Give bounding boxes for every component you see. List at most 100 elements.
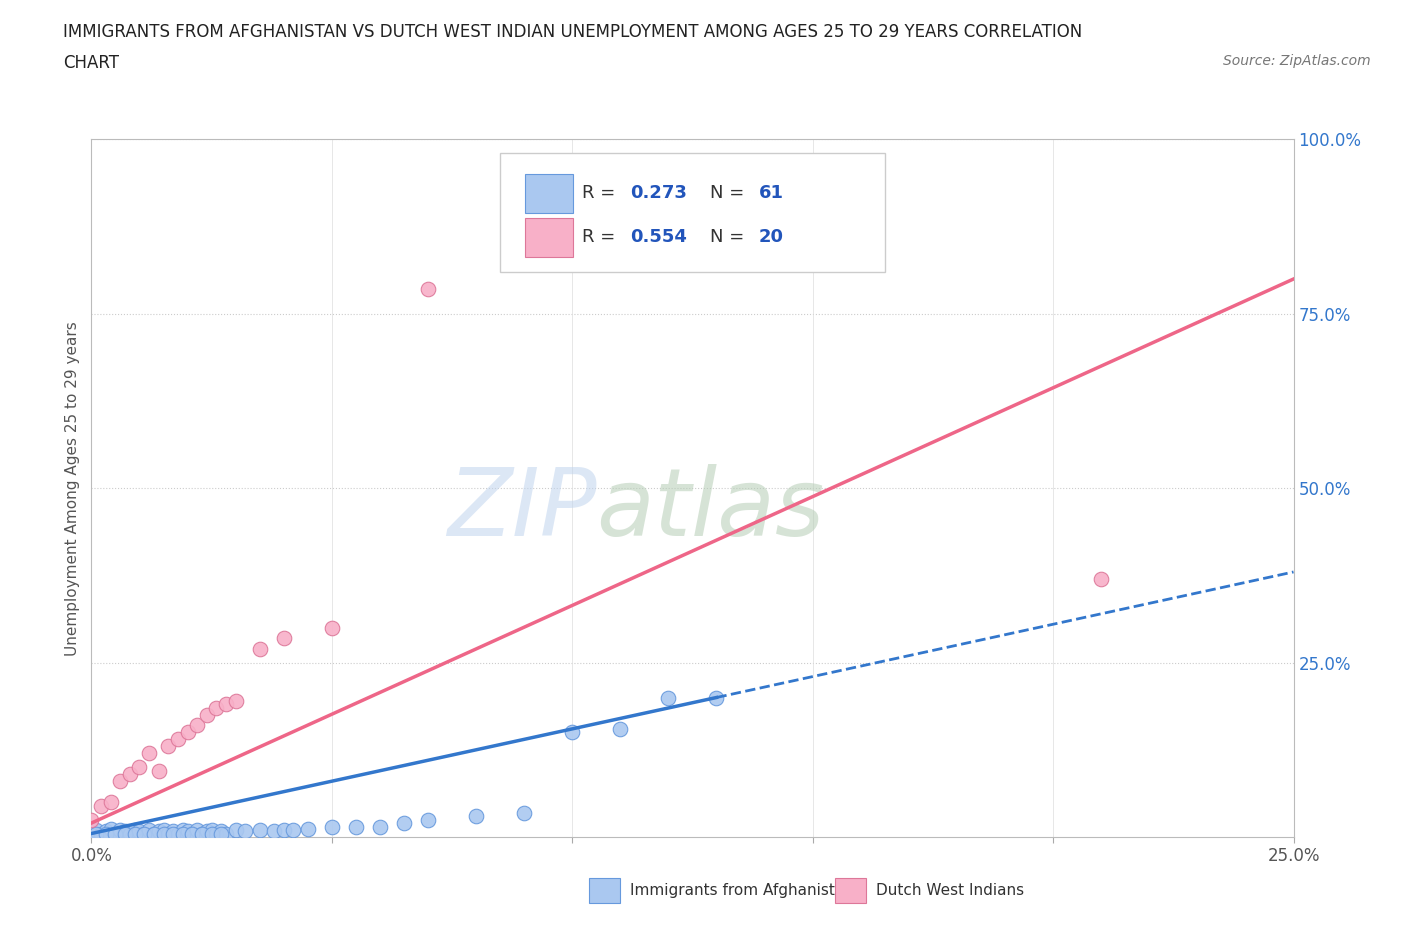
Point	[201, 823, 224, 837]
Point	[344, 819, 367, 834]
Point	[94, 826, 117, 841]
Text: 0.273: 0.273	[630, 184, 686, 202]
Point	[118, 826, 141, 841]
Point	[157, 738, 180, 753]
Point	[263, 824, 285, 839]
Point	[100, 794, 122, 809]
FancyBboxPatch shape	[526, 218, 574, 258]
Point	[152, 826, 174, 841]
Text: atlas: atlas	[596, 464, 824, 554]
Text: Source: ZipAtlas.com: Source: ZipAtlas.com	[1223, 54, 1371, 68]
Point	[172, 826, 194, 841]
Point	[225, 823, 247, 837]
Point	[191, 826, 214, 841]
Point	[110, 823, 132, 837]
Text: R =: R =	[582, 228, 621, 246]
Point	[191, 826, 214, 841]
Point	[181, 826, 204, 841]
Point	[215, 826, 238, 841]
Point	[209, 824, 232, 839]
Point	[162, 826, 184, 841]
Point	[84, 823, 107, 837]
Point	[201, 826, 224, 841]
Point	[100, 821, 122, 836]
Point	[609, 722, 631, 737]
Point	[561, 725, 583, 740]
Point	[416, 282, 439, 297]
Point	[110, 774, 132, 789]
Text: R =: R =	[582, 184, 621, 202]
Point	[124, 823, 146, 837]
Point	[104, 826, 127, 841]
Point	[321, 819, 343, 834]
Point	[321, 620, 343, 635]
Point	[657, 690, 679, 705]
Point	[392, 816, 415, 830]
Point	[162, 824, 184, 839]
Point	[513, 805, 536, 820]
Point	[249, 823, 271, 837]
Point	[118, 766, 141, 781]
Point	[84, 826, 107, 841]
Point	[152, 823, 174, 837]
Point	[94, 824, 117, 839]
Text: 0.554: 0.554	[630, 228, 686, 246]
Y-axis label: Unemployment Among Ages 25 to 29 years: Unemployment Among Ages 25 to 29 years	[65, 321, 80, 656]
Point	[297, 821, 319, 836]
Point	[114, 826, 136, 841]
Point	[104, 826, 127, 841]
Point	[134, 826, 156, 841]
Text: N =: N =	[710, 184, 751, 202]
Text: N =: N =	[710, 228, 751, 246]
Point	[706, 690, 728, 705]
Point	[205, 826, 228, 841]
Point	[283, 823, 305, 837]
Point	[128, 824, 150, 839]
Point	[90, 798, 112, 813]
Point	[90, 826, 112, 841]
Point	[209, 826, 232, 841]
Point	[167, 826, 190, 841]
Point	[148, 764, 170, 778]
Point	[205, 700, 228, 715]
Point	[176, 824, 198, 839]
Point	[273, 631, 295, 645]
Text: ZIP: ZIP	[447, 464, 596, 554]
Point	[215, 698, 238, 712]
Text: Immigrants from Afghanistan: Immigrants from Afghanistan	[630, 883, 853, 898]
Point	[368, 819, 391, 834]
Point	[148, 824, 170, 839]
FancyBboxPatch shape	[526, 174, 574, 214]
Point	[172, 823, 194, 837]
Text: 61: 61	[759, 184, 783, 202]
Point	[157, 826, 180, 841]
Point	[138, 823, 160, 837]
Point	[167, 732, 190, 747]
Point	[142, 826, 165, 841]
Text: Dutch West Indians: Dutch West Indians	[876, 883, 1024, 898]
Point	[80, 826, 103, 841]
Point	[124, 826, 146, 841]
Point	[176, 725, 198, 740]
Point	[225, 694, 247, 709]
Point	[142, 826, 165, 841]
Point	[134, 826, 156, 841]
Point	[138, 746, 160, 761]
FancyBboxPatch shape	[501, 153, 884, 272]
Point	[195, 824, 218, 839]
Point	[249, 642, 271, 657]
Point	[1090, 571, 1112, 587]
Point	[128, 760, 150, 775]
Point	[465, 809, 488, 824]
Text: 20: 20	[759, 228, 783, 246]
Point	[186, 823, 208, 837]
Text: IMMIGRANTS FROM AFGHANISTAN VS DUTCH WEST INDIAN UNEMPLOYMENT AMONG AGES 25 TO 2: IMMIGRANTS FROM AFGHANISTAN VS DUTCH WES…	[63, 23, 1083, 41]
Point	[273, 823, 295, 837]
Point	[416, 812, 439, 827]
Point	[195, 708, 218, 723]
Text: CHART: CHART	[63, 54, 120, 72]
Point	[80, 812, 103, 827]
Point	[181, 826, 204, 841]
Point	[233, 824, 256, 839]
Point	[114, 824, 136, 839]
